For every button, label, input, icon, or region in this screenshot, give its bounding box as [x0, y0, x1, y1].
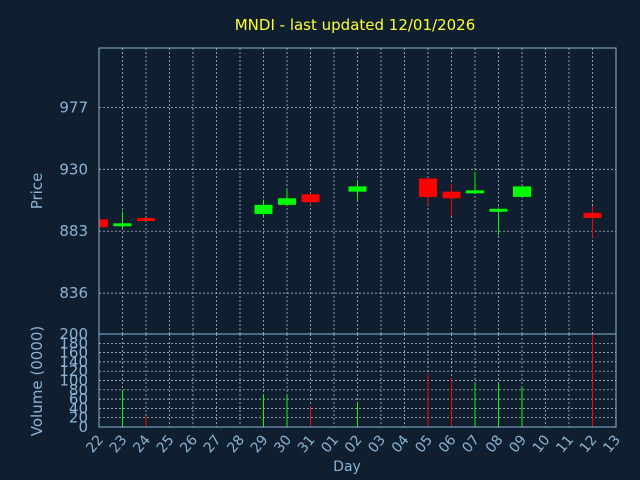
- price-candles: [98, 171, 602, 238]
- volume-y-tick-label: 60: [69, 390, 88, 408]
- volume-y-tick-label: 20: [69, 409, 88, 427]
- volume-bars: [122, 334, 593, 427]
- candle-body: [99, 219, 108, 228]
- price-y-ticks: 836 883 930 977: [59, 98, 88, 302]
- volume-y-tick-label: 80: [69, 381, 88, 399]
- price-y-tick-label: 836: [59, 284, 88, 302]
- volume-y-tick-label: 140: [59, 353, 88, 371]
- candle-body: [419, 178, 437, 197]
- volume-y-tick-label: 180: [59, 334, 88, 352]
- volume-y-tick-label: 100: [59, 372, 88, 390]
- x-axis-label: Day: [333, 459, 361, 475]
- chart-title: MNDI - last updated 12/01/2026: [235, 16, 476, 34]
- candle-body: [442, 191, 461, 199]
- candle-body: [513, 186, 531, 197]
- candle-body: [348, 186, 367, 192]
- price-y-tick-label: 883: [59, 222, 88, 240]
- price-y-tick-label: 977: [59, 98, 88, 116]
- volume-frame: [98, 333, 617, 428]
- candle-body: [254, 204, 273, 215]
- volume-y-tick-label: 120: [59, 362, 88, 380]
- candle-body: [466, 190, 484, 194]
- volume-y-tick-label: 0: [78, 418, 88, 436]
- candle-body: [301, 194, 320, 203]
- volume-y-axis-label: Volume (0000): [28, 326, 46, 436]
- candle-body: [583, 212, 602, 219]
- candle-body: [113, 223, 132, 227]
- candle-body: [137, 218, 155, 222]
- candle-body: [278, 198, 296, 205]
- price-y-axis-label: Price: [28, 173, 46, 210]
- price-y-tick-label: 930: [59, 160, 88, 178]
- volume-y-tick-label: 200: [59, 325, 88, 343]
- x-axis-ticks: 22 23 24 25 26 27 28 29 30 31 01 02 03 04 05 06 07 08 09 10…: [83, 432, 624, 456]
- volume-y-tick-label: 40: [69, 399, 88, 417]
- volume-y-tick-label: 160: [59, 344, 88, 362]
- candle-body: [489, 208, 508, 212]
